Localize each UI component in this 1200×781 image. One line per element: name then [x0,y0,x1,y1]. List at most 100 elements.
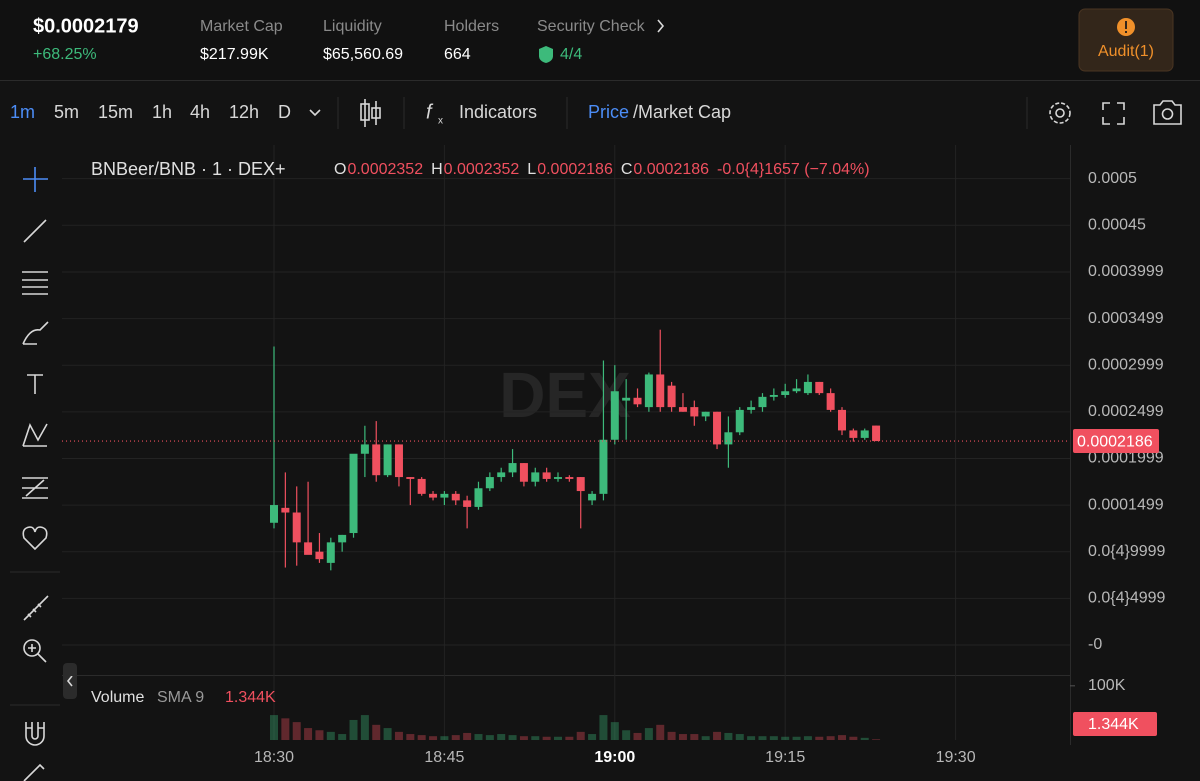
price-toggle[interactable]: Price [588,102,629,122]
indicators-button[interactable]: Indicators [459,102,537,122]
candle-body [747,407,756,410]
price-change: +68.25% [33,46,97,63]
interval-button[interactable]: 4h [190,102,210,122]
volume-bar [622,730,631,740]
candle-body [872,425,881,442]
candle-body [497,472,506,478]
screenshot-icon[interactable] [1153,100,1182,125]
volume-bar [747,736,756,740]
interval-button[interactable]: 15m [98,102,133,122]
volume-bar [417,735,426,740]
candle-body [440,493,449,498]
brush-tool[interactable] [22,321,49,345]
volume-bar [826,736,835,740]
volume-bar [281,718,290,740]
volume-tick-label: 100K [1088,677,1126,694]
candle-body [610,391,619,440]
candle-body [349,453,358,534]
shield-icon [539,46,553,63]
market-cap-toggle[interactable]: /Market Cap [633,102,731,122]
interval-button[interactable]: D [278,102,291,122]
x-tick-label: 19:30 [936,749,976,766]
volume-bar [599,715,608,740]
candle-body [554,477,562,479]
volume-bar [372,724,381,740]
candle-body [633,397,642,405]
header-bar [0,0,1200,80]
fullscreen-icon[interactable] [1102,102,1125,125]
lock-tool[interactable] [23,763,45,781]
crosshair-tool[interactable] [23,167,48,192]
interval-button[interactable]: 1m [10,102,35,122]
trendline-tool[interactable] [23,219,47,243]
volume-title: Volume [91,689,144,706]
interval-button[interactable]: 1h [152,102,172,122]
prediction-tool[interactable] [22,477,48,499]
candle-body [792,388,801,392]
drawing-toolbar [10,167,77,781]
ohlc-value: 0.0002352 [347,161,423,178]
volume-bar [633,732,642,740]
volume-bar [678,734,687,740]
candle-body [474,488,483,507]
volume-bar [815,736,824,740]
interval-dropdown[interactable] [309,109,321,117]
y-tick-label: 0.0{4}4999 [1088,590,1166,607]
favorites-tool[interactable] [22,526,48,551]
candle-body [463,500,472,507]
volume-bar [769,736,778,740]
volume-bar [304,728,313,740]
candle-body [519,463,528,482]
y-tick-label: 0.0{4}9999 [1088,543,1166,560]
audit-label: Audit(1) [1098,43,1154,60]
y-tick-label: -0 [1088,636,1102,653]
interval-group: 1m 5m 15m 1h 4h 12h D [10,102,291,122]
y-tick-label: 0.0003499 [1088,310,1164,327]
candle-body [838,409,846,431]
fx-icon[interactable]: f [426,101,434,123]
ohlc-key: C [621,161,633,178]
stat-label: Market Cap [200,18,283,35]
audit-box[interactable] [1078,8,1174,72]
candle-body [735,409,744,433]
candle-body [372,444,381,476]
candle-body [508,463,517,473]
security-value: 4/4 [560,46,582,63]
candle-body [758,396,767,408]
y-tick-label: 0.0002999 [1088,356,1164,373]
candle-body [338,534,347,543]
candle-body [451,493,460,501]
volume-bar [860,737,869,740]
candle-type-icon[interactable] [360,99,381,127]
collapse-handle[interactable] [63,663,77,699]
fib-tool[interactable] [22,271,48,295]
volume-bar [565,736,574,740]
collapse-arrow [66,675,73,687]
volume-bar [781,736,790,740]
ruler-tool[interactable] [23,595,49,621]
stat-label: Liquidity [323,18,382,35]
fx-icon-sub: x [438,116,443,127]
volume-bar [292,722,301,740]
settings-icon[interactable] [1049,102,1071,124]
last-price-tag [1073,429,1159,454]
volume-bar [667,731,676,740]
pattern-tool[interactable] [22,422,48,447]
candle-body [292,512,301,543]
volume-bar [531,736,540,740]
y-tick-label: 0.0001999 [1088,450,1164,467]
volume-tag-label: 1.344K [1088,716,1139,733]
security-check[interactable]: Security Check 4/4 [537,18,665,63]
volume-bar [542,736,551,740]
candle-body [781,391,790,395]
zoom-tool[interactable] [23,639,47,663]
security-label[interactable]: Security Check [537,18,646,35]
magnet-tool[interactable] [25,722,45,746]
last-price-label: 0.0002186 [1077,433,1153,450]
volume-bar [735,734,744,740]
volume-bar [485,735,494,740]
interval-button[interactable]: 12h [229,102,259,122]
text-tool[interactable] [27,374,43,394]
audit-button[interactable]: Audit(1) [1078,8,1174,72]
interval-button[interactable]: 5m [54,102,79,122]
